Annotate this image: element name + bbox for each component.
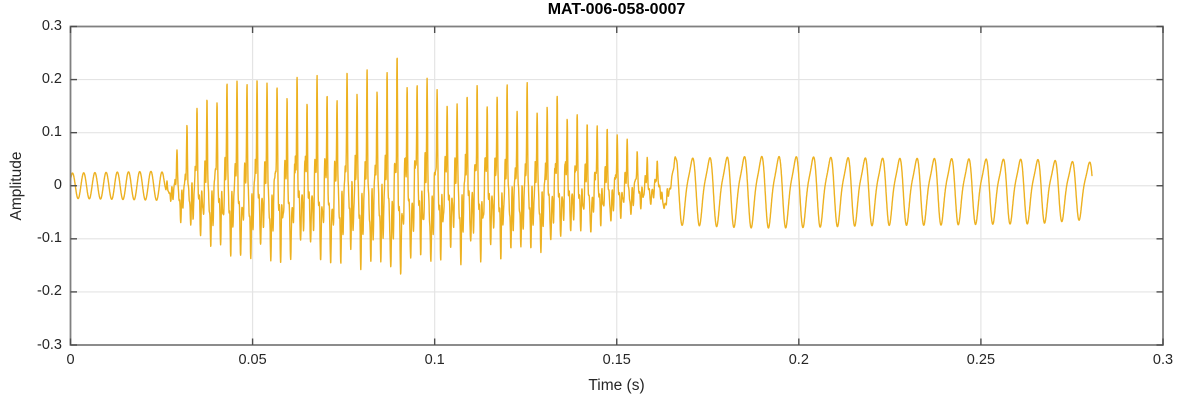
x-tick-label: 0.3 xyxy=(1152,352,1174,368)
x-tick-label: 0.15 xyxy=(602,352,631,368)
x-axis-label: Time (s) xyxy=(588,377,645,394)
y-tick-label: -0.3 xyxy=(37,336,62,353)
x-tick-label: 0.05 xyxy=(238,352,267,368)
x-tick-label: 0.2 xyxy=(788,352,809,368)
x-tick-label: 0.25 xyxy=(966,352,996,368)
x-tick-label: 0.1 xyxy=(424,352,445,368)
y-tick-label: -0.2 xyxy=(37,283,62,300)
y-tick-label: 0.1 xyxy=(41,124,62,141)
y-tick-label: 0 xyxy=(53,177,62,194)
signal-waveform xyxy=(69,57,1093,275)
x-tick-label: 0 xyxy=(66,352,75,368)
y-tick-label: -0.1 xyxy=(37,230,62,247)
y-axis-label: Amplitude xyxy=(8,151,25,221)
y-tick-label: 0.2 xyxy=(41,71,62,88)
y-tick-label: 0.3 xyxy=(41,18,62,34)
chart-title: MAT-006-058-0007 xyxy=(547,1,686,18)
